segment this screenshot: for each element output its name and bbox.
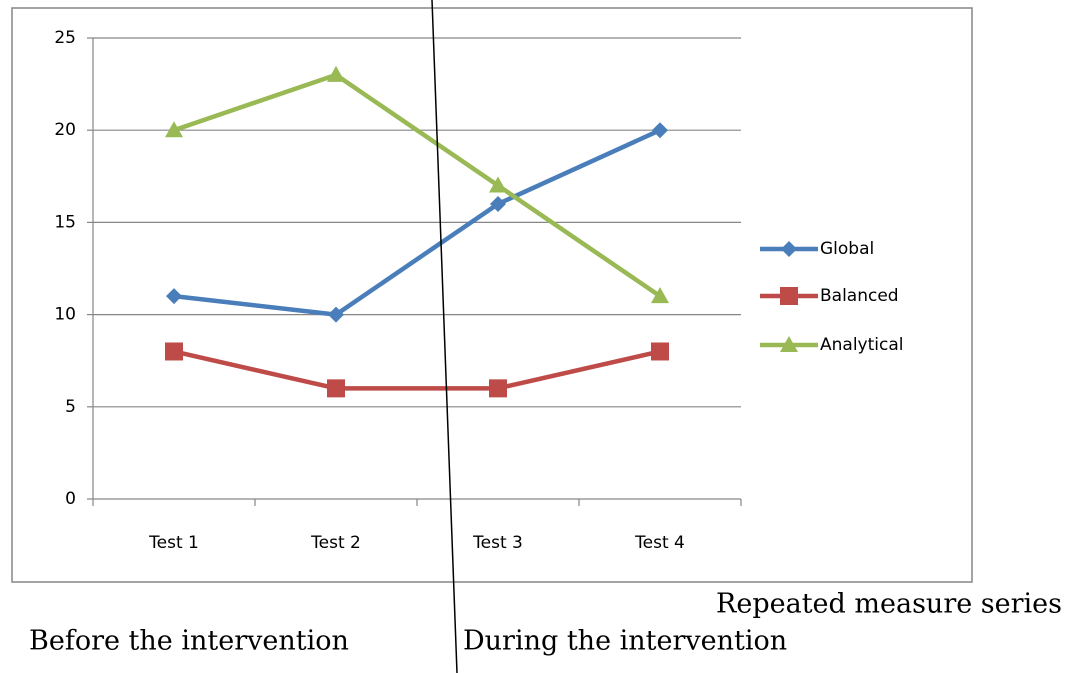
marker bbox=[490, 195, 506, 212]
series-line bbox=[173, 128, 661, 317]
marker bbox=[328, 306, 344, 323]
marker bbox=[780, 336, 798, 352]
x-tick-label: Test 1 bbox=[148, 533, 199, 553]
x-tick-label: Test 3 bbox=[472, 533, 523, 553]
x-tick-label: Test 4 bbox=[634, 533, 685, 553]
divider bbox=[431, 0, 458, 673]
marker bbox=[489, 379, 507, 398]
series-line bbox=[173, 349, 661, 391]
marker bbox=[651, 342, 669, 361]
annotation: Repeated measure series bbox=[716, 589, 1062, 620]
legend-label: Analytical bbox=[820, 335, 903, 355]
marker bbox=[166, 288, 182, 305]
annotation: During the intervention bbox=[463, 626, 787, 657]
marker bbox=[165, 342, 183, 361]
marker bbox=[489, 176, 507, 193]
y-tick-label: 20 bbox=[54, 120, 76, 140]
marker bbox=[327, 65, 345, 82]
marker bbox=[780, 287, 798, 305]
y-tick-label: 0 bbox=[65, 489, 76, 509]
y-tick-label: 5 bbox=[65, 397, 76, 417]
legend-label: Balanced bbox=[820, 286, 899, 306]
y-tick-label: 25 bbox=[54, 28, 76, 48]
x-tick-label: Test 2 bbox=[310, 533, 361, 553]
y-tick-label: 10 bbox=[54, 305, 76, 325]
legend-label: Global bbox=[820, 239, 874, 259]
y-tick-label: 15 bbox=[54, 212, 76, 232]
annotation: Before the intervention bbox=[29, 626, 349, 657]
marker bbox=[652, 122, 668, 139]
marker bbox=[165, 121, 183, 138]
series-line bbox=[173, 72, 662, 299]
marker bbox=[327, 379, 345, 398]
marker bbox=[781, 241, 797, 257]
marker bbox=[651, 287, 669, 304]
